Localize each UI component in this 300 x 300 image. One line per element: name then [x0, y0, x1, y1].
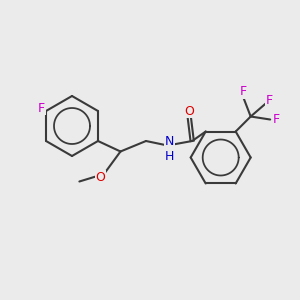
Text: O: O — [95, 171, 105, 184]
Text: F: F — [266, 94, 273, 106]
Text: F: F — [38, 101, 45, 115]
Text: O: O — [184, 104, 194, 118]
Text: N
H: N H — [165, 135, 174, 164]
Text: F: F — [240, 85, 247, 98]
Text: F: F — [273, 113, 280, 126]
